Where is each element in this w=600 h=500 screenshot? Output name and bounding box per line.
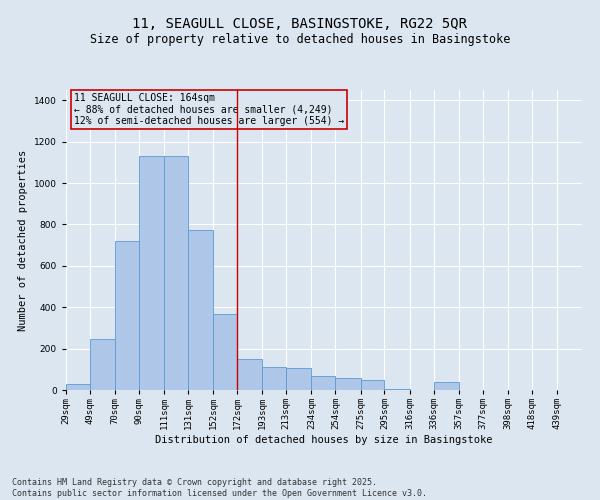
Bar <box>262 367 286 390</box>
Bar <box>286 368 311 390</box>
Text: Size of property relative to detached houses in Basingstoke: Size of property relative to detached ho… <box>90 32 510 46</box>
Bar <box>164 156 188 390</box>
Text: 11, SEAGULL CLOSE, BASINGSTOKE, RG22 5QR: 11, SEAGULL CLOSE, BASINGSTOKE, RG22 5QR <box>133 18 467 32</box>
Text: 11 SEAGULL CLOSE: 164sqm
← 88% of detached houses are smaller (4,249)
12% of sem: 11 SEAGULL CLOSE: 164sqm ← 88% of detach… <box>74 93 344 126</box>
Bar <box>139 156 164 390</box>
Y-axis label: Number of detached properties: Number of detached properties <box>19 150 28 330</box>
Text: Contains HM Land Registry data © Crown copyright and database right 2025.
Contai: Contains HM Land Registry data © Crown c… <box>12 478 427 498</box>
Bar <box>188 230 213 390</box>
Bar <box>434 382 458 390</box>
Bar <box>361 380 385 390</box>
Bar <box>66 384 90 390</box>
Bar <box>311 376 335 390</box>
Bar <box>90 340 115 390</box>
Bar <box>385 389 410 390</box>
Bar <box>115 241 139 390</box>
Bar <box>237 359 262 390</box>
Bar <box>213 314 237 390</box>
Bar <box>335 378 361 390</box>
X-axis label: Distribution of detached houses by size in Basingstoke: Distribution of detached houses by size … <box>155 434 493 445</box>
